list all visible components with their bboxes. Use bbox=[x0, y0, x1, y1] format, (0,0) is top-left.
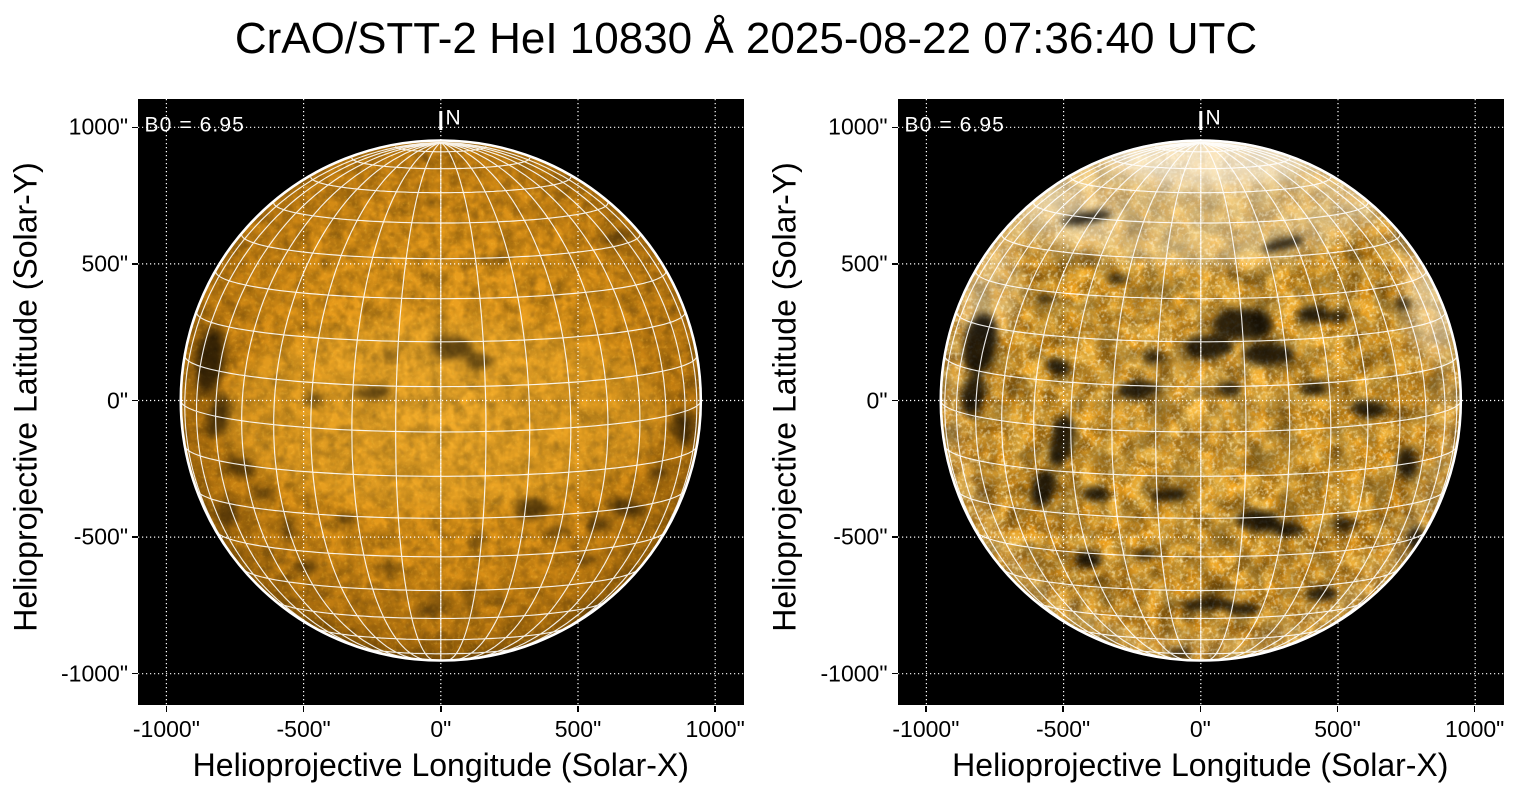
svg-text:N: N bbox=[446, 107, 462, 130]
svg-text:B0 = 6.95: B0 = 6.95 bbox=[145, 114, 245, 137]
svg-text:N: N bbox=[1205, 107, 1221, 130]
svg-text:B0 = 6.95: B0 = 6.95 bbox=[904, 114, 1004, 137]
